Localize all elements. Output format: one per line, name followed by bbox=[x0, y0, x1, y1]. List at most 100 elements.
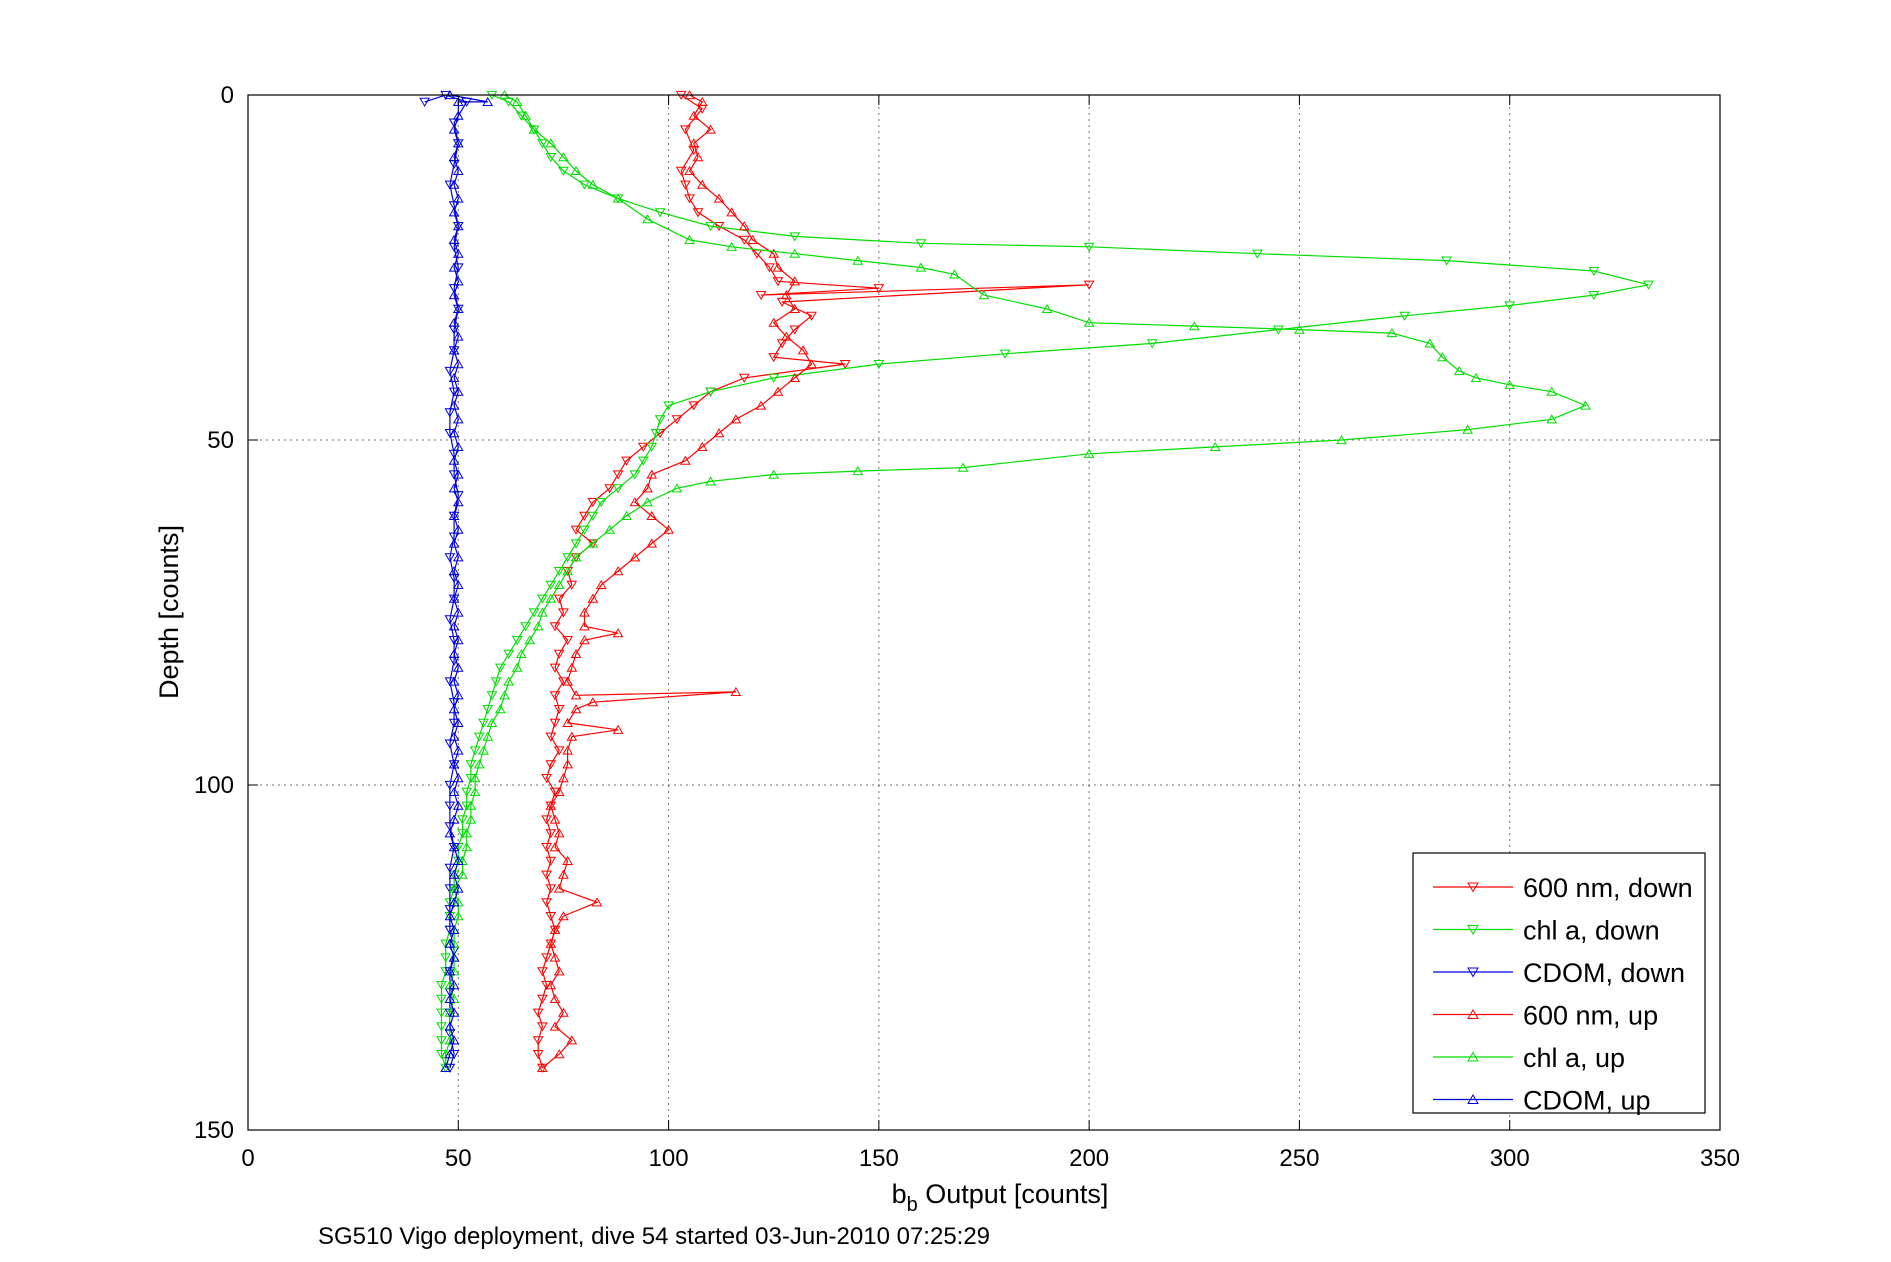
data-point bbox=[705, 124, 717, 134]
data-point bbox=[612, 470, 624, 480]
data-point bbox=[642, 214, 653, 224]
data-point bbox=[541, 870, 552, 880]
data-point bbox=[570, 539, 582, 549]
data-point bbox=[1504, 301, 1516, 311]
legend-entry: 600 nm, down bbox=[1433, 873, 1693, 903]
legend-marker bbox=[1467, 882, 1479, 893]
data-point bbox=[705, 387, 717, 397]
series-line bbox=[445, 94, 488, 1069]
data-point bbox=[696, 96, 708, 106]
data-point bbox=[1588, 266, 1600, 276]
data-point bbox=[440, 953, 452, 963]
data-point bbox=[545, 884, 557, 894]
data-point bbox=[452, 276, 464, 286]
data-point bbox=[448, 345, 460, 355]
data-point bbox=[562, 855, 574, 865]
data-point bbox=[684, 165, 695, 175]
series-line bbox=[424, 94, 468, 1069]
data-point bbox=[1041, 303, 1053, 313]
data-point bbox=[553, 567, 565, 577]
y-tick-label: 100 bbox=[194, 772, 234, 799]
data-point bbox=[532, 1008, 544, 1018]
y-axis-label: Depth [counts] bbox=[154, 525, 184, 699]
data-point bbox=[503, 649, 515, 659]
data-point bbox=[688, 401, 700, 411]
data-point bbox=[562, 717, 574, 727]
data-point bbox=[545, 912, 557, 922]
data-point bbox=[663, 401, 674, 411]
data-point bbox=[537, 1022, 548, 1032]
data-point bbox=[482, 731, 494, 741]
data-point bbox=[789, 325, 801, 335]
data-point bbox=[1546, 414, 1558, 424]
data-point bbox=[558, 1007, 569, 1017]
data-point bbox=[444, 553, 456, 563]
data-point bbox=[549, 691, 561, 701]
data-point bbox=[528, 608, 540, 618]
data-point bbox=[545, 760, 557, 770]
data-point bbox=[448, 1007, 460, 1017]
data-point bbox=[570, 165, 582, 175]
data-point bbox=[852, 255, 864, 265]
data-point bbox=[465, 760, 477, 770]
data-point bbox=[448, 731, 460, 741]
data-point bbox=[553, 746, 565, 756]
data-point bbox=[1083, 317, 1095, 327]
data-point bbox=[461, 842, 473, 852]
data-point bbox=[499, 690, 510, 700]
data-point bbox=[448, 152, 460, 162]
data-point bbox=[789, 248, 801, 258]
data-point bbox=[612, 628, 624, 638]
data-point bbox=[579, 180, 590, 190]
legend-entry: chl a, down bbox=[1433, 916, 1660, 946]
data-point bbox=[448, 124, 460, 134]
data-point bbox=[448, 179, 460, 189]
data-point bbox=[789, 232, 801, 242]
data-point bbox=[452, 800, 464, 810]
legend-label: chl a, down bbox=[1523, 916, 1660, 946]
data-point bbox=[671, 483, 683, 493]
data-point bbox=[654, 208, 666, 218]
data-point bbox=[772, 386, 784, 396]
data-point bbox=[705, 222, 717, 232]
data-point bbox=[452, 745, 464, 755]
data-point bbox=[650, 429, 662, 439]
data-point bbox=[562, 566, 574, 576]
data-point bbox=[570, 704, 582, 714]
data-point bbox=[1453, 365, 1465, 376]
data-point bbox=[558, 869, 569, 879]
data-point bbox=[629, 497, 641, 507]
data-point bbox=[797, 345, 809, 355]
data-point bbox=[452, 331, 464, 341]
data-point bbox=[545, 593, 557, 603]
data-point bbox=[537, 139, 548, 149]
data-point bbox=[444, 780, 456, 791]
data-point bbox=[549, 622, 561, 632]
data-point bbox=[452, 911, 464, 921]
data-point bbox=[629, 552, 641, 562]
data-point bbox=[541, 774, 552, 784]
legend-label: 600 nm, down bbox=[1523, 873, 1693, 903]
data-point bbox=[579, 621, 590, 631]
data-point bbox=[1504, 379, 1516, 389]
data-point bbox=[999, 349, 1011, 359]
data-point bbox=[452, 386, 464, 396]
data-point bbox=[452, 662, 464, 672]
series-cdom-down bbox=[419, 90, 473, 1073]
data-point bbox=[490, 677, 502, 687]
data-point bbox=[448, 262, 460, 272]
data-point bbox=[444, 966, 456, 976]
data-point bbox=[839, 360, 851, 370]
data-point bbox=[595, 498, 607, 508]
legend-entry: CDOM, down bbox=[1433, 958, 1685, 988]
legend-box bbox=[1412, 852, 1706, 1114]
data-point bbox=[545, 856, 557, 866]
data-point bbox=[478, 718, 489, 728]
data-point bbox=[558, 608, 569, 618]
data-point bbox=[949, 269, 960, 279]
data-point bbox=[549, 663, 561, 673]
data-point bbox=[444, 911, 456, 921]
data-point bbox=[558, 166, 569, 176]
data-point bbox=[452, 221, 464, 231]
